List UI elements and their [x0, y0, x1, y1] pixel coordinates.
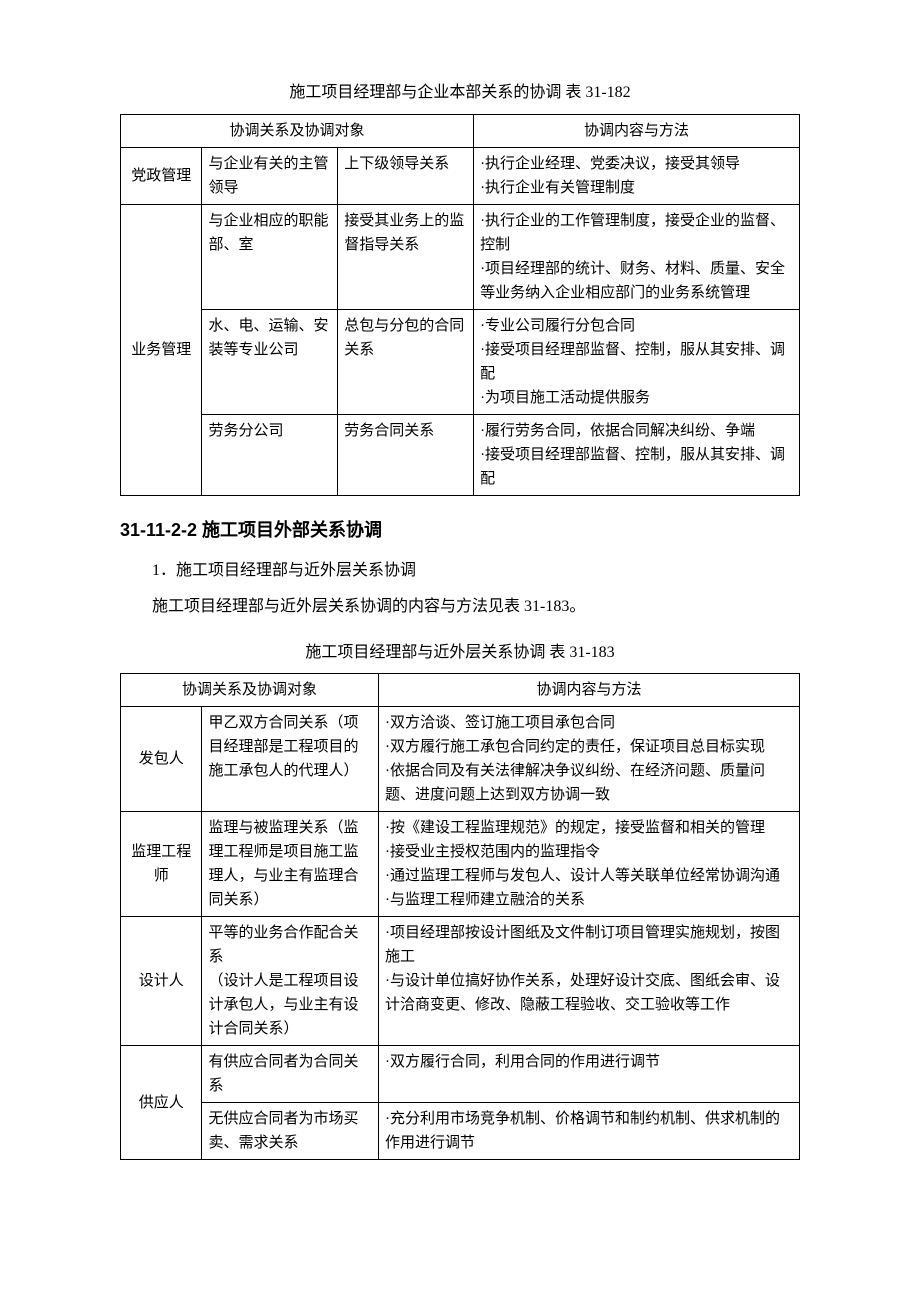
- table1-rel: 上下级领导关系: [338, 147, 474, 204]
- table2-obj: 监理与被监理关系（监理工程师是项目施工监理人，与业主有监理合同关系）: [202, 812, 379, 917]
- paragraph-1: 1．施工项目经理部与近外层关系协调: [120, 558, 800, 584]
- table2-cat-0: 发包人: [121, 707, 202, 812]
- table2-header-right: 协调内容与方法: [379, 674, 800, 707]
- table1-rel: 劳务合同关系: [338, 414, 474, 495]
- table1-content: ·执行企业的工作管理制度，接受企业的监督、控制·项目经理部的统计、财务、材料、质…: [474, 204, 800, 309]
- table1-title: 施工项目经理部与企业本部关系的协调 表 31-182: [120, 80, 800, 106]
- table1-content: ·履行劳务合同，依据合同解决纠纷、争端·接受项目经理部监督、控制，服从其安排、调…: [474, 414, 800, 495]
- table2-obj: 平等的业务合作配合关系（设计人是工程项目设计承包人，与业主有设计合同关系）: [202, 917, 379, 1046]
- table2-content: ·项目经理部按设计图纸及文件制订项目管理实施规划，按图施工·与设计单位搞好协作关…: [379, 917, 800, 1046]
- table2-header-left: 协调关系及协调对象: [121, 674, 379, 707]
- table1-content: ·执行企业经理、党委决议，接受其领导·执行企业有关管理制度: [474, 147, 800, 204]
- table2-content: ·双方履行合同，利用合同的作用进行调节: [379, 1046, 800, 1103]
- table-row: 无供应合同者为市场买卖、需求关系 ·充分利用市场竞争机制、价格调节和制约机制、供…: [121, 1103, 800, 1160]
- table2-obj: 无供应合同者为市场买卖、需求关系: [202, 1103, 379, 1160]
- table2-obj: 有供应合同者为合同关系: [202, 1046, 379, 1103]
- table2-obj: 甲乙双方合同关系（项目经理部是工程项目的施工承包人的代理人）: [202, 707, 379, 812]
- table1-cat-1: 业务管理: [121, 204, 202, 495]
- table-row: 发包人 甲乙双方合同关系（项目经理部是工程项目的施工承包人的代理人） ·双方洽谈…: [121, 707, 800, 812]
- table1-obj: 劳务分公司: [202, 414, 338, 495]
- table1-obj: 与企业相应的职能部、室: [202, 204, 338, 309]
- table1-rel: 接受其业务上的监督指导关系: [338, 204, 474, 309]
- table-row: 监理工程师 监理与被监理关系（监理工程师是项目施工监理人，与业主有监理合同关系）…: [121, 812, 800, 917]
- section-heading: 31-11-2-2 施工项目外部关系协调: [120, 516, 800, 545]
- table2-header-row: 协调关系及协调对象 协调内容与方法: [121, 674, 800, 707]
- table1-content: ·专业公司履行分包合同·接受项目经理部监督、控制，服从其安排、调配·为项目施工活…: [474, 309, 800, 414]
- table2-content: ·按《建设工程监理规范》的规定，接受监督和相关的管理·接受业主授权范围内的监理指…: [379, 812, 800, 917]
- table1-cat-0: 党政管理: [121, 147, 202, 204]
- table1-header-left: 协调关系及协调对象: [121, 114, 474, 147]
- table1: 协调关系及协调对象 协调内容与方法 党政管理 与企业有关的主管领导 上下级领导关…: [120, 114, 800, 496]
- table-row: 劳务分公司 劳务合同关系 ·履行劳务合同，依据合同解决纠纷、争端·接受项目经理部…: [121, 414, 800, 495]
- table2-cat-3: 供应人: [121, 1046, 202, 1160]
- table-row: 水、电、运输、安装等专业公司 总包与分包的合同关系 ·专业公司履行分包合同·接受…: [121, 309, 800, 414]
- table2-cat-1: 监理工程师: [121, 812, 202, 917]
- table-row: 供应人 有供应合同者为合同关系 ·双方履行合同，利用合同的作用进行调节: [121, 1046, 800, 1103]
- table2-content: ·双方洽谈、签订施工项目承包合同·双方履行施工承包合同约定的责任，保证项目总目标…: [379, 707, 800, 812]
- table1-obj: 与企业有关的主管领导: [202, 147, 338, 204]
- table2: 协调关系及协调对象 协调内容与方法 发包人 甲乙双方合同关系（项目经理部是工程项…: [120, 673, 800, 1160]
- table-row: 业务管理 与企业相应的职能部、室 接受其业务上的监督指导关系 ·执行企业的工作管…: [121, 204, 800, 309]
- table1-obj: 水、电、运输、安装等专业公司: [202, 309, 338, 414]
- table2-title: 施工项目经理部与近外层关系协调 表 31-183: [120, 640, 800, 666]
- table2-content: ·充分利用市场竞争机制、价格调节和制约机制、供求机制的作用进行调节: [379, 1103, 800, 1160]
- table-row: 党政管理 与企业有关的主管领导 上下级领导关系 ·执行企业经理、党委决议，接受其…: [121, 147, 800, 204]
- table1-header-right: 协调内容与方法: [474, 114, 800, 147]
- table2-cat-2: 设计人: [121, 917, 202, 1046]
- paragraph-2: 施工项目经理部与近外层关系协调的内容与方法见表 31-183。: [120, 594, 800, 620]
- table1-header-row: 协调关系及协调对象 协调内容与方法: [121, 114, 800, 147]
- table-row: 设计人 平等的业务合作配合关系（设计人是工程项目设计承包人，与业主有设计合同关系…: [121, 917, 800, 1046]
- table1-rel: 总包与分包的合同关系: [338, 309, 474, 414]
